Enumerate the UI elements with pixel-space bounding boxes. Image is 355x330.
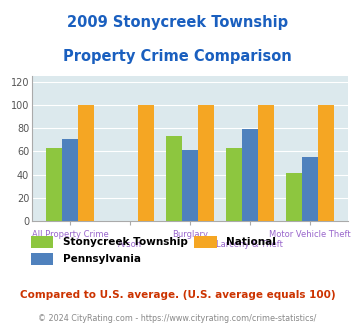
Text: Stonycreek Township: Stonycreek Township — [63, 237, 188, 247]
Text: Burglary: Burglary — [172, 230, 208, 239]
Bar — [31, 236, 53, 248]
Bar — [182, 150, 198, 221]
Text: 2009 Stonycreek Township: 2009 Stonycreek Township — [67, 15, 288, 30]
Bar — [242, 129, 258, 221]
Text: Arson: Arson — [118, 240, 142, 249]
Text: Larceny & Theft: Larceny & Theft — [216, 240, 283, 249]
Bar — [286, 174, 302, 221]
Bar — [302, 157, 318, 221]
Bar — [318, 105, 334, 221]
Bar — [198, 105, 214, 221]
Text: © 2024 CityRating.com - https://www.cityrating.com/crime-statistics/: © 2024 CityRating.com - https://www.city… — [38, 314, 317, 323]
Bar — [138, 105, 154, 221]
Bar — [46, 148, 62, 221]
Text: Property Crime Comparison: Property Crime Comparison — [63, 49, 292, 64]
Text: All Property Crime: All Property Crime — [32, 230, 109, 239]
Bar — [78, 105, 94, 221]
Bar — [31, 253, 53, 265]
Bar — [194, 236, 217, 248]
Bar — [166, 136, 182, 221]
Text: Compared to U.S. average. (U.S. average equals 100): Compared to U.S. average. (U.S. average … — [20, 290, 335, 300]
Bar — [258, 105, 274, 221]
Text: Pennsylvania: Pennsylvania — [63, 254, 141, 264]
Text: National: National — [226, 237, 276, 247]
Bar — [226, 148, 242, 221]
Bar — [62, 139, 78, 221]
Text: Motor Vehicle Theft: Motor Vehicle Theft — [269, 230, 350, 239]
